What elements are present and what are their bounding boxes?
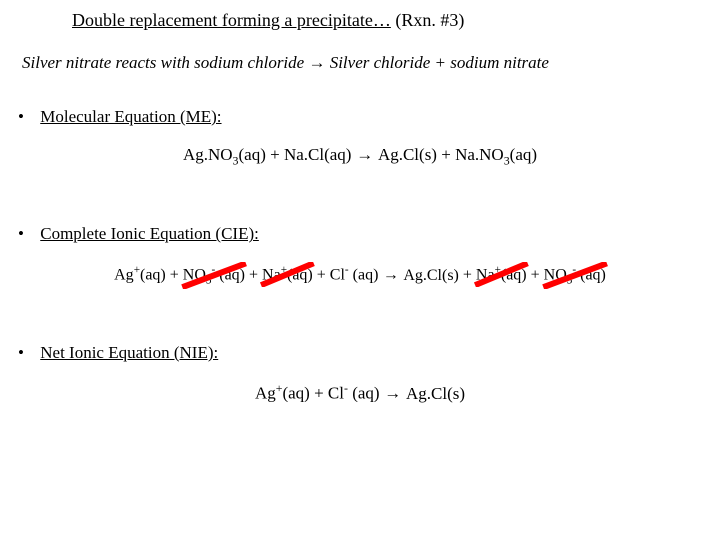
bullet-icon: •	[18, 343, 36, 363]
section-nie: • Net Ionic Equation (NIE):	[18, 343, 708, 363]
me-t4: Na.NO3(aq)	[455, 145, 537, 164]
word-equation: Silver nitrate reacts with sodium chlori…	[22, 53, 708, 73]
me-t2: Na.Cl(aq)	[284, 145, 352, 164]
equation-cie: Ag+(aq) + NO3- (aq) + Na+(aq) + Cl- (aq)…	[12, 264, 708, 287]
section-label-nie: Net Ionic Equation (NIE):	[40, 343, 218, 362]
arrow-icon: →	[378, 267, 403, 284]
slide: Double replacement forming a precipitate…	[0, 0, 720, 540]
cie-d: Cl- (aq)	[330, 264, 379, 284]
arrow-icon: →	[308, 53, 325, 72]
me-t1: Ag.NO3(aq)	[183, 145, 266, 164]
arrow-icon: →	[351, 145, 377, 164]
bullet-icon: •	[18, 224, 36, 244]
cie-g: NO3- (aq)	[544, 264, 606, 287]
arrow-icon: →	[380, 384, 406, 403]
me-t3: Ag.Cl(s)	[378, 145, 437, 164]
nie-c: Ag.Cl(s)	[406, 384, 465, 404]
word-eq-left: Silver nitrate reacts with sodium chlori…	[22, 53, 308, 72]
equation-nie: Ag+(aq) + Cl- (aq) → Ag.Cl(s)	[12, 381, 708, 404]
cie-b: NO3- (aq)	[183, 264, 245, 287]
cie-f: Na+(aq)	[476, 264, 527, 284]
cie-c: Na+(aq)	[262, 264, 313, 284]
section-label-me: Molecular Equation (ME):	[40, 107, 221, 126]
word-eq-right: Silver chloride + sodium nitrate	[325, 53, 548, 72]
cie-a: Ag+(aq)	[114, 264, 166, 284]
nie-b: Cl- (aq)	[328, 381, 380, 404]
cie-e: Ag.Cl(s)	[403, 267, 459, 285]
title-suffix: (Rxn. #3)	[391, 10, 465, 30]
section-me: • Molecular Equation (ME):	[18, 107, 708, 127]
title-underlined: Double replacement forming a precipitate…	[72, 10, 391, 30]
section-cie: • Complete Ionic Equation (CIE):	[18, 224, 708, 244]
section-label-cie: Complete Ionic Equation (CIE):	[40, 224, 259, 243]
page-title: Double replacement forming a precipitate…	[72, 10, 708, 31]
nie-a: Ag+(aq)	[255, 381, 310, 404]
bullet-icon: •	[18, 107, 36, 127]
equation-me: Ag.NO3(aq) + Na.Cl(aq) → Ag.Cl(s) + Na.N…	[12, 145, 708, 168]
